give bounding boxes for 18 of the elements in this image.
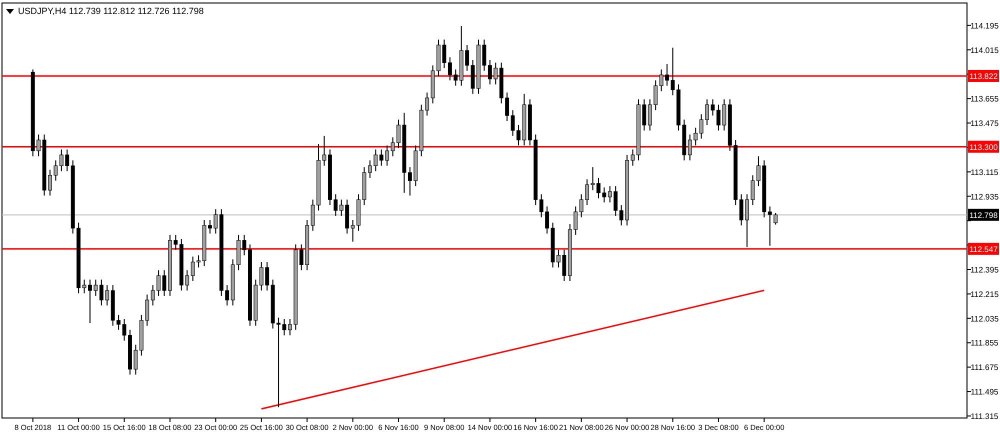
y-tick-label: 113.655 <box>970 94 1000 104</box>
ref-line-label: 113.300 <box>969 142 998 152</box>
ref-line-label: 112.798 <box>969 210 998 220</box>
y-tick-label: 111.675 <box>970 363 999 372</box>
y-tick-label: 112.215 <box>970 290 1000 299</box>
y-tick-label: 112.935 <box>970 192 1000 202</box>
y-tick-label: 114.195 <box>970 21 1000 30</box>
chart-title: USDJPY,H4 112.739 112.812 112.726 112.798 <box>18 6 204 16</box>
y-tick-label: 111.315 <box>970 412 999 421</box>
y-tick-label: 113.115 <box>970 168 999 177</box>
y-tick-label: 112.035 <box>970 314 1000 324</box>
ref-line-label: 112.547 <box>969 244 998 254</box>
y-tick-label: 111.495 <box>970 388 999 397</box>
y-tick-label: 113.475 <box>970 119 1000 128</box>
y-tick-label: 112.395 <box>970 265 1000 274</box>
y-tick-label: 111.855 <box>970 338 999 348</box>
y-tick-label: 114.015 <box>970 46 1000 55</box>
ref-line-label: 113.822 <box>969 72 998 81</box>
